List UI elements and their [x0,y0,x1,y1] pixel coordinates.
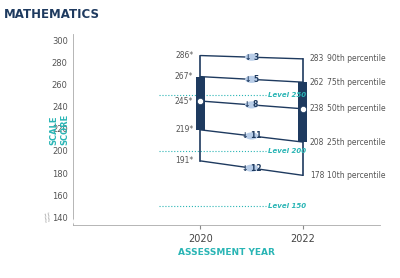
Ellipse shape [245,101,258,108]
Text: 208: 208 [310,138,324,147]
Text: ↓ 5: ↓ 5 [245,75,259,84]
Bar [298,82,308,142]
Text: 178: 178 [310,171,324,180]
Text: //: // [43,213,53,224]
Text: 219*: 219* [175,125,193,134]
Text: 245*: 245* [175,96,193,106]
Text: ↓ 12: ↓ 12 [242,164,262,173]
Text: ↓ 11: ↓ 11 [242,131,262,140]
Text: ↓ 3: ↓ 3 [244,53,259,62]
Text: 90th percentile: 90th percentile [327,54,386,63]
Text: 283: 283 [310,54,324,63]
Text: 262: 262 [310,78,324,87]
Text: ↓ 8: ↓ 8 [244,100,259,110]
Text: Level 150: Level 150 [268,203,306,209]
Ellipse shape [245,76,258,83]
Text: 75th percentile: 75th percentile [327,78,386,87]
Ellipse shape [245,132,258,140]
Ellipse shape [245,165,258,172]
Bar [196,77,205,130]
Text: MATHEMATICS: MATHEMATICS [4,8,100,21]
Text: 10th percentile: 10th percentile [327,171,385,180]
Text: Level 250: Level 250 [268,93,306,98]
Text: 191*: 191* [175,157,193,165]
Ellipse shape [245,54,258,61]
Text: 286*: 286* [175,51,193,60]
X-axis label: ASSESSMENT YEAR: ASSESSMENT YEAR [178,249,274,257]
Text: 267*: 267* [175,72,193,81]
Text: 25th percentile: 25th percentile [327,138,385,147]
Text: 50th percentile: 50th percentile [327,104,386,113]
Y-axis label: SCALE
SCORE: SCALE SCORE [49,114,69,145]
Text: 238: 238 [310,104,324,113]
Text: Level 200: Level 200 [268,148,306,154]
